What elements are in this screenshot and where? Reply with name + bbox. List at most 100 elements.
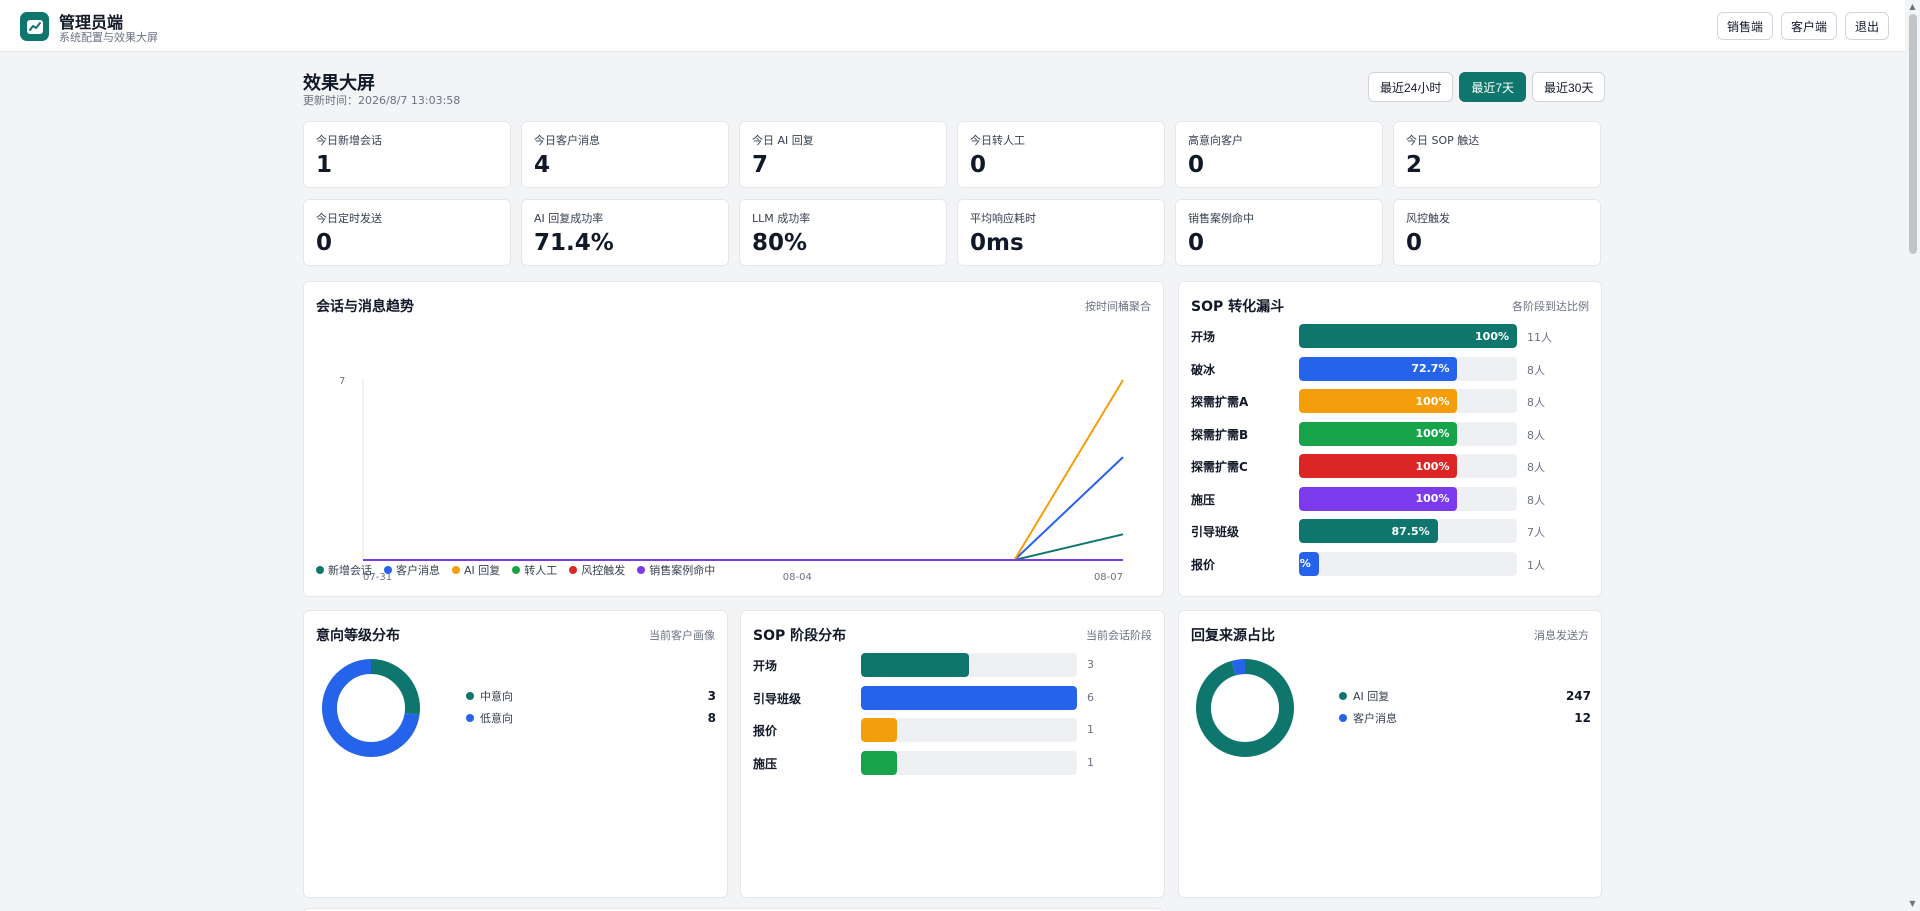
donut-legend-item: 中意向 3 [466, 688, 716, 704]
funnel-stage-label: 破冰 [1191, 362, 1216, 377]
funnel-title: SOP 转化漏斗 [1191, 299, 1285, 315]
donut-slice [1196, 659, 1294, 757]
funnel-row: 报价 14.3% 1人 [1191, 551, 1591, 576]
kpi-label: 今日 SOP 触达 [1406, 134, 1480, 147]
funnel-stage-label: 探需扩需C [1191, 460, 1248, 474]
kpi-value: 0 [1188, 152, 1205, 178]
funnel-track: 87.5% [1299, 519, 1517, 543]
logout-button[interactable]: 退出 [1844, 12, 1889, 40]
legend-swatch [569, 566, 578, 574]
reply-title: 回复来源占比 [1191, 628, 1275, 644]
kpi-label: 今日定时发送 [316, 212, 382, 225]
stage-row: 报价 1 [753, 718, 1153, 742]
series-line [363, 456, 1124, 561]
scroll-up-icon[interactable]: ▲ [1909, 2, 1916, 11]
range-7d-button[interactable]: 最近7天 [1459, 72, 1527, 102]
funnel-track: 100% [1299, 454, 1517, 478]
kpi-value: 7 [752, 152, 769, 178]
x-tick-label: 08-07 [1094, 572, 1123, 583]
funnel-track: 100% [1299, 486, 1517, 511]
stage-row: 引导班级 6 [753, 685, 1153, 710]
intent-note: 当前客户画像 [649, 629, 715, 642]
stage-count: 3 [1087, 658, 1094, 671]
legend-item[interactable]: AI 回复 [452, 562, 500, 578]
funnel-bar: 100% [1299, 324, 1517, 348]
funnel-bar: 100% [1299, 421, 1458, 446]
stage-track [861, 685, 1077, 710]
app-logo [20, 12, 49, 41]
scroll-down-icon[interactable]: ▼ [1909, 899, 1916, 908]
client-end-button[interactable]: 客户端 [1780, 12, 1837, 40]
donut-legend-item: 低意向 8 [466, 710, 716, 726]
kpi-label: 风控触发 [1406, 212, 1450, 225]
donut-slice [322, 659, 420, 757]
kpi-card: 今日转人工 0 [957, 121, 1165, 188]
funnel-stage-label: 报价 [1191, 557, 1216, 572]
y-tick-label: 7 [339, 376, 345, 387]
kpi-value: 0 [1188, 230, 1205, 256]
kpi-label: 今日 AI 回复 [752, 134, 814, 147]
stage-bar [861, 718, 897, 742]
kpi-label: 今日转人工 [970, 134, 1025, 147]
legend-label: 销售案例命中 [649, 564, 716, 577]
legend-label: 转人工 [524, 564, 558, 577]
kpi-label: LLM 成功率 [752, 212, 811, 225]
funnel-stage-label: 探需扩需B [1191, 427, 1249, 442]
funnel-stage-label: 施压 [1191, 492, 1216, 507]
scroll-thumb[interactable] [1909, 14, 1917, 254]
sales-end-button[interactable]: 销售端 [1716, 12, 1773, 40]
legend-swatch [466, 714, 474, 722]
legend-label: 客户消息 [396, 564, 440, 577]
funnel-track: 14.3% [1299, 551, 1517, 576]
stage-title: SOP 阶段分布 [753, 628, 847, 644]
legend-swatch [1339, 714, 1347, 722]
legend-item[interactable]: 风控触发 [569, 562, 625, 578]
stage-count: 6 [1087, 690, 1094, 704]
legend-label: 客户消息 [1353, 712, 1397, 725]
legend-label: 低意向 [480, 712, 513, 725]
funnel-bar: 87.5% [1299, 519, 1438, 543]
kpi-value: 1 [316, 152, 333, 178]
stage-track [861, 718, 1077, 742]
legend-value: 8 [707, 711, 716, 725]
kpi-label: 平均响应耗时 [970, 212, 1036, 225]
stage-label: 引导班级 [753, 691, 802, 706]
x-tick-label: 07-31 [363, 572, 392, 583]
funnel-bar: 100% [1299, 486, 1458, 511]
funnel-count: 7人 [1527, 526, 1545, 539]
funnel-count: 1人 [1527, 558, 1545, 572]
funnel-track: 72.7% [1299, 356, 1517, 381]
intent-title: 意向等级分布 [316, 628, 400, 644]
funnel-bar: 100% [1299, 454, 1458, 478]
legend-label: AI 回复 [464, 564, 501, 577]
app-subtitle: 系统配置与效果大屏 [59, 31, 158, 44]
legend-item[interactable]: 转人工 [512, 562, 557, 578]
funnel-count: 11人 [1527, 331, 1552, 344]
range-24h-button[interactable]: 最近24小时 [1368, 72, 1454, 102]
stage-row: 施压 1 [753, 750, 1153, 775]
legend-item[interactable]: 销售案例命中 [637, 562, 715, 578]
kpi-card: AI 回复成功率 71.4% [521, 199, 729, 266]
funnel-row: 开场 100% 11人 [1191, 324, 1591, 348]
legend-label: 风控触发 [581, 564, 626, 577]
stage-panel: SOP 阶段分布 当前会话阶段 开场 3 引导班级 6 报价 1 施压 1 [740, 610, 1165, 898]
funnel-stage-label: 引导班级 [1191, 525, 1240, 539]
reply-donut-chart [1196, 659, 1294, 757]
funnel-track: 100% [1299, 389, 1517, 413]
page-scrollbar[interactable]: ▲ ▼ [1905, 0, 1920, 911]
funnel-row: 探需扩需B 100% 8人 [1191, 421, 1591, 446]
stage-label: 开场 [753, 659, 778, 673]
intent-panel: 意向等级分布 当前客户画像 中意向 3 低意向 8 [303, 610, 728, 898]
legend-item[interactable]: 客户消息 [384, 562, 440, 578]
funnel-track: 100% [1299, 324, 1517, 348]
funnel-bar: 14.3% [1299, 551, 1319, 576]
updated-time: 更新时间：2026/8/7 13:03:58 [303, 94, 461, 107]
trend-note: 按时间桶聚合 [1085, 300, 1151, 313]
kpi-label: 高意向客户 [1188, 134, 1243, 147]
top-bar: 管理员端 系统配置与效果大屏 销售端 客户端 退出 [0, 0, 1905, 52]
funnel-row: 探需扩需C 100% 8人 [1191, 454, 1591, 478]
kpi-value: 0 [316, 230, 333, 256]
legend-item[interactable]: 新增会话 [316, 562, 372, 578]
range-30d-button[interactable]: 最近30天 [1532, 72, 1606, 102]
kpi-label: 今日新增会话 [316, 134, 382, 147]
